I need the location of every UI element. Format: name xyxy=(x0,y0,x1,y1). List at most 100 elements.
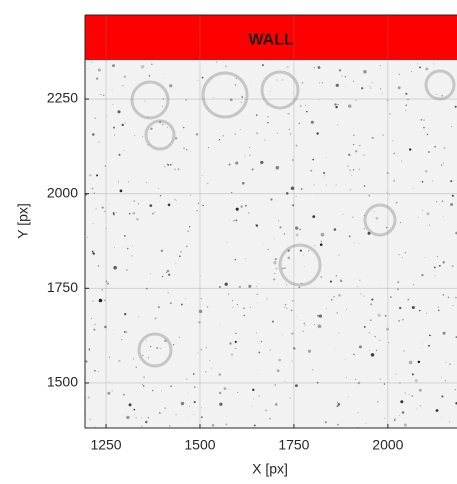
particle xyxy=(256,293,259,296)
particle xyxy=(408,148,412,151)
particle xyxy=(417,360,421,364)
particle xyxy=(342,213,344,215)
particle xyxy=(175,414,177,416)
particle xyxy=(336,402,338,404)
particle xyxy=(283,233,286,235)
particle xyxy=(337,403,341,406)
particle xyxy=(149,345,152,348)
particle xyxy=(144,100,146,102)
bubble-ring xyxy=(363,203,397,237)
particle xyxy=(133,135,136,137)
particle xyxy=(420,119,423,121)
particle xyxy=(187,230,189,232)
particle xyxy=(357,412,359,413)
particle xyxy=(379,378,381,380)
particle xyxy=(403,423,407,427)
particle xyxy=(455,296,457,299)
particle xyxy=(244,155,246,157)
particle xyxy=(151,63,153,66)
particle xyxy=(386,327,389,331)
particle xyxy=(148,75,151,77)
particle xyxy=(348,235,351,238)
particle xyxy=(341,75,343,77)
x-tick-label: 1500 xyxy=(184,437,215,453)
particle xyxy=(231,300,233,302)
particle xyxy=(440,416,442,418)
particle xyxy=(101,289,103,291)
particle xyxy=(125,269,128,272)
particle xyxy=(212,97,214,99)
particle xyxy=(151,212,154,215)
particle xyxy=(276,132,278,134)
particle xyxy=(201,76,204,79)
particle xyxy=(228,163,231,166)
particle xyxy=(312,215,316,218)
particle xyxy=(224,282,228,286)
particle xyxy=(173,168,177,171)
particle xyxy=(219,402,223,406)
particle xyxy=(123,150,125,152)
particle xyxy=(252,398,254,400)
particle xyxy=(384,417,386,419)
particle xyxy=(278,358,282,362)
particle xyxy=(371,81,373,84)
particle xyxy=(393,419,396,421)
particle xyxy=(121,335,123,337)
particle xyxy=(442,216,444,218)
particle xyxy=(112,64,116,68)
particle xyxy=(167,203,171,207)
particle xyxy=(334,348,335,350)
particle xyxy=(301,82,304,84)
particle xyxy=(159,195,162,197)
particle xyxy=(371,298,374,301)
y-axis-label: Y [px] xyxy=(15,203,31,239)
particle xyxy=(112,103,114,105)
particle xyxy=(353,143,355,145)
particle xyxy=(287,256,291,260)
particle xyxy=(87,236,89,238)
particle xyxy=(422,209,424,211)
particle xyxy=(370,87,372,89)
particle xyxy=(94,369,96,372)
particle xyxy=(451,265,454,268)
particle xyxy=(325,307,328,310)
particle xyxy=(437,306,440,308)
particle xyxy=(381,93,383,95)
particle xyxy=(335,106,338,109)
particle xyxy=(91,187,94,190)
particle xyxy=(289,397,291,399)
particle xyxy=(379,64,382,67)
particle xyxy=(436,93,438,95)
particle xyxy=(273,238,275,240)
particle xyxy=(288,128,290,130)
particle xyxy=(249,154,251,156)
particle xyxy=(411,373,414,376)
particle xyxy=(338,332,340,334)
particle xyxy=(269,91,271,93)
particle xyxy=(121,123,124,127)
particle xyxy=(113,333,115,334)
particle xyxy=(322,171,326,175)
particle xyxy=(106,115,108,117)
particle xyxy=(433,63,435,65)
bubble-ring xyxy=(424,69,456,101)
particle xyxy=(260,160,264,165)
particle xyxy=(350,174,352,176)
particle xyxy=(106,282,109,285)
particle xyxy=(412,187,414,189)
particle xyxy=(104,211,106,213)
particle xyxy=(405,104,407,106)
particle xyxy=(127,141,129,143)
particle xyxy=(208,146,210,149)
particle xyxy=(160,249,164,253)
particle xyxy=(441,200,444,203)
particle xyxy=(399,382,401,384)
particle xyxy=(85,413,87,415)
particle xyxy=(292,204,295,207)
particle xyxy=(183,126,185,129)
y-tick-label: 2000 xyxy=(47,184,78,200)
particle xyxy=(111,89,113,91)
particle xyxy=(356,285,358,287)
particle xyxy=(441,164,443,166)
particle xyxy=(168,273,171,276)
